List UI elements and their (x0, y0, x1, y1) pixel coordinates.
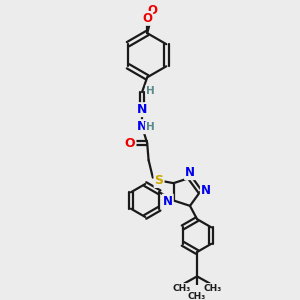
Text: N: N (185, 166, 195, 179)
Text: N: N (201, 184, 211, 197)
Text: H: H (146, 86, 155, 96)
Text: CH₃: CH₃ (203, 284, 222, 293)
Text: N: N (163, 194, 173, 208)
Text: CH₃: CH₃ (188, 292, 206, 300)
Text: H: H (146, 122, 154, 132)
Text: O: O (148, 4, 158, 17)
Text: S: S (154, 174, 164, 187)
Text: CH₃: CH₃ (172, 284, 190, 293)
Text: N: N (137, 103, 147, 116)
Text: O: O (125, 136, 136, 150)
Text: N: N (137, 120, 147, 133)
Text: O: O (142, 12, 152, 25)
